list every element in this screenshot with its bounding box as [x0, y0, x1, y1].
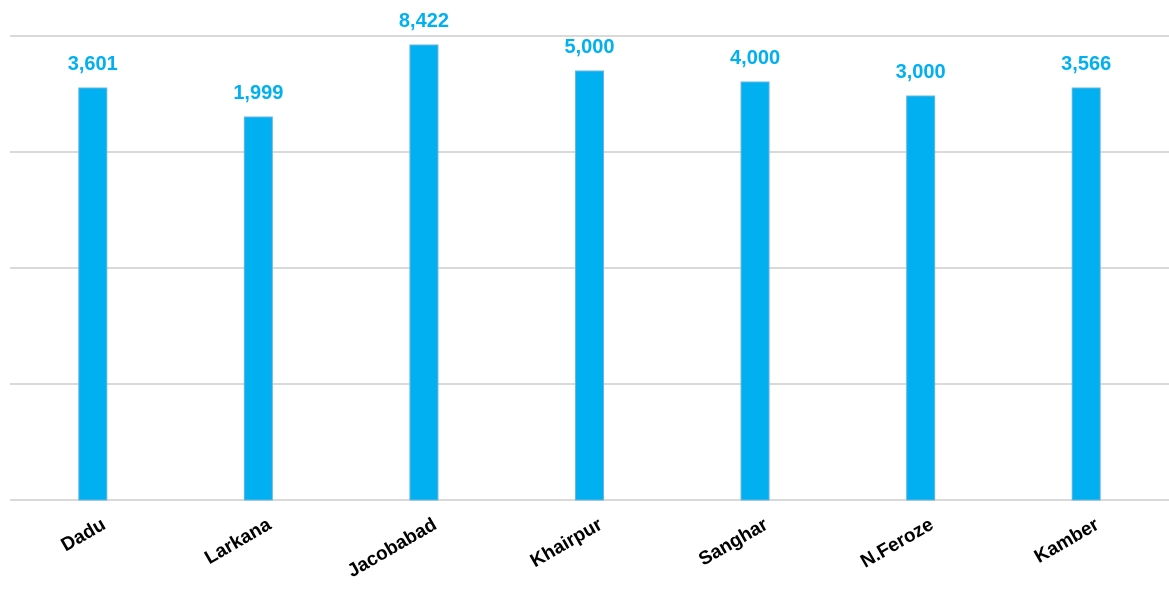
- bar: [740, 81, 770, 501]
- bar: [1071, 87, 1101, 501]
- data-label: 8,422: [399, 10, 449, 32]
- data-label: 3,000: [896, 61, 946, 83]
- bar: [906, 95, 936, 501]
- chart-data-labels: 3,601 1,999 8,422 5,000 4,000 3,000 3,566: [68, 10, 1111, 104]
- x-tick-label: Jacobabad: [344, 514, 440, 582]
- bar: [409, 44, 439, 501]
- x-tick-label: Larkana: [201, 514, 275, 569]
- bar: [575, 70, 604, 501]
- x-tick-label: Sanghar: [695, 514, 772, 570]
- x-axis-tick-labels: Dadu Larkana Jacobabad Khairpur Sanghar N.Fer…: [58, 514, 1104, 582]
- x-tick-label: Khairpur: [527, 514, 607, 572]
- data-label: 5,000: [564, 36, 614, 58]
- chart-bars: [78, 44, 1101, 501]
- data-label: 1,999: [233, 82, 283, 104]
- bar: [78, 87, 108, 501]
- x-tick-label: Kamber: [1031, 514, 1103, 568]
- bar: [243, 116, 273, 501]
- data-label: 3,601: [68, 53, 118, 75]
- data-label: 3,566: [1061, 53, 1111, 75]
- x-tick-label: Dadu: [58, 514, 110, 556]
- x-tick-label: N.Feroze: [857, 514, 937, 572]
- data-label: 4,000: [730, 47, 780, 69]
